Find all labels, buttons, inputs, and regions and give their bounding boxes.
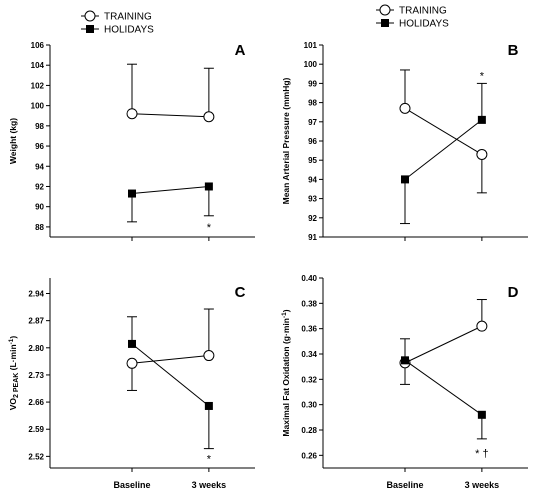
y-tick-label: 88 [35, 223, 44, 232]
y-tick-label: 0.28 [301, 426, 317, 435]
y-tick-label: 101 [304, 41, 318, 50]
panel-letter: D [508, 284, 519, 301]
holidays-point [128, 339, 136, 348]
y-tick-label: 98 [35, 122, 44, 131]
significance-marker: * [207, 222, 212, 234]
y-tick-label: 95 [308, 156, 317, 165]
legend-training-label: TRAINING [104, 12, 152, 23]
y-tick-label: 2.59 [28, 425, 44, 434]
training-series-line [131, 113, 209, 118]
y-tick-label: 96 [35, 142, 44, 151]
y-axis-label: Mean Arterial Pressure (mmHg) [281, 77, 291, 204]
legend-holidays-marker [381, 19, 389, 27]
y-tick-label: 94 [35, 162, 44, 171]
y-tick-label: 96 [308, 137, 317, 146]
holidays-point [204, 182, 213, 191]
holidays-point [477, 115, 486, 124]
holidays-series-line [404, 119, 483, 180]
x-category-label: 3 weeks [465, 480, 500, 490]
training-point [126, 108, 138, 120]
y-tick-label: 2.52 [28, 452, 44, 461]
y-tick-label: 92 [308, 214, 317, 223]
holidays-point [401, 175, 409, 184]
holidays-point [204, 401, 213, 410]
y-tick-label: 2.66 [28, 398, 44, 407]
panel-d: 0.26 0.28 0.30 0.32 0.34 0.36 0.38 0.40 Baseline… [281, 274, 528, 490]
training-point [399, 102, 411, 114]
x-category-label: 3 weeks [192, 480, 227, 490]
y-axis-label: Weight (kg) [8, 118, 18, 164]
y-tick-label: 100 [304, 60, 318, 69]
holidays-series-line [131, 185, 209, 195]
y-tick-label: 94 [308, 175, 317, 184]
legend-holidays-label: HOLIDAYS [104, 25, 154, 36]
panel-letter: A [235, 42, 246, 59]
x-category-label: Baseline [386, 480, 423, 490]
y-tick-label: 0.32 [301, 375, 317, 384]
y-tick-label: 0.40 [301, 274, 317, 283]
y-tick-label: 0.34 [301, 350, 317, 359]
y-tick-label: 99 [308, 79, 317, 88]
y-tick-label: 92 [35, 182, 44, 191]
y-tick-label: 104 [31, 61, 45, 70]
holidays-point [401, 356, 409, 365]
y-axis-label: Maximal Fat Oxidation (g·min-1) [281, 309, 291, 436]
legend-training-marker [84, 10, 96, 22]
training-series-line [404, 107, 483, 155]
y-axis-label: VO2 PEAK (L·min-1) [8, 336, 20, 411]
legend-holidays-marker [86, 25, 94, 33]
legend: TRAINING HOLIDAYS [376, 4, 449, 30]
y-tick-label: 90 [35, 203, 44, 212]
holidays-series-line [131, 343, 210, 407]
y-tick-label: 102 [31, 81, 45, 90]
y-tick-label: 106 [31, 41, 45, 50]
significance-marker: * [207, 453, 212, 465]
holidays-series-line [404, 359, 483, 416]
y-tick-label: 0.30 [301, 401, 317, 410]
panel-a: 88 90 92 94 96 98 100 102 104 106 Weight (kg) A * TRA… [8, 10, 255, 241]
significance-marker: * [480, 71, 485, 83]
legend-training-marker [379, 4, 391, 16]
y-tick-label: 93 [308, 195, 317, 204]
panel-letter: B [508, 42, 519, 59]
significance-marker: * † [475, 448, 488, 460]
y-tick-label: 100 [31, 102, 45, 111]
training-point [203, 350, 215, 362]
y-tick-label: 0.38 [301, 299, 317, 308]
x-category-label: Baseline [113, 480, 150, 490]
training-series-line [404, 325, 483, 364]
y-tick-label: 2.80 [28, 344, 44, 353]
legend: TRAINING HOLIDAYS [81, 10, 154, 36]
y-tick-label: 0.36 [301, 325, 317, 334]
training-point [476, 320, 488, 332]
y-tick-label: 97 [308, 118, 317, 127]
y-tick-label: 2.87 [28, 317, 44, 326]
legend-holidays-label: HOLIDAYS [399, 19, 449, 30]
y-tick-label: 98 [308, 99, 317, 108]
y-tick-label: 91 [308, 233, 317, 242]
y-tick-label: 0.26 [301, 451, 317, 460]
panel-letter: C [235, 284, 246, 301]
training-series-line [131, 355, 209, 364]
training-point [203, 111, 215, 123]
holidays-point [128, 189, 136, 198]
training-point [126, 357, 138, 369]
y-tick-label: 2.73 [28, 371, 44, 380]
legend-training-label: TRAINING [399, 6, 447, 17]
holidays-point [477, 410, 486, 419]
training-point [476, 148, 488, 160]
y-tick-label: 2.94 [28, 290, 44, 299]
panel-b: 91 92 93 94 95 96 97 98 99 100 101 Mean Arterial Pr… [281, 4, 528, 242]
panel-c: 2.52 2.59 2.66 2.73 2.80 2.87 2.94 Baseline 3 we… [8, 278, 255, 490]
